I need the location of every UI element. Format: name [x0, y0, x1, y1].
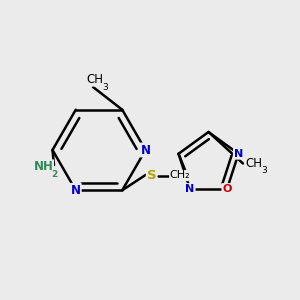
Text: 2: 2	[51, 170, 57, 179]
Text: N: N	[71, 184, 81, 197]
Text: N: N	[185, 184, 195, 194]
Text: CH: CH	[86, 73, 103, 86]
Text: 3: 3	[262, 166, 268, 175]
Text: O: O	[222, 184, 232, 194]
Text: N: N	[234, 149, 243, 159]
Text: CH: CH	[245, 157, 262, 170]
Text: S: S	[147, 169, 156, 182]
Text: N: N	[140, 143, 151, 157]
Text: 3: 3	[103, 83, 109, 92]
Text: NH: NH	[34, 160, 53, 173]
Text: CH₂: CH₂	[170, 170, 190, 181]
